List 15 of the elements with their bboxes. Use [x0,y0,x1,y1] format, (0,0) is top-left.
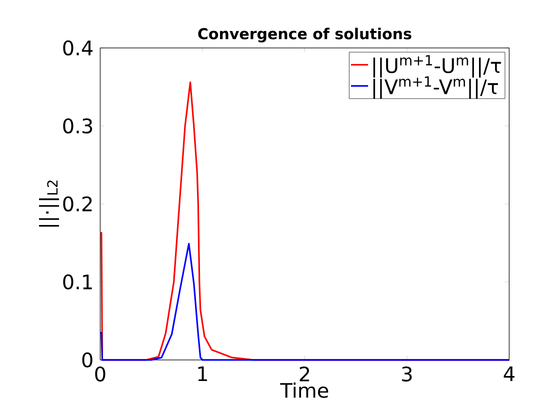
x-tick-label: 0 [95,366,106,382]
y-tick-label: 0 [82,352,92,368]
x-tick-label: 4 [504,366,514,382]
chart-title: Convergence of solutions [198,28,412,42]
y-tick-label: 0.1 [63,274,92,290]
line-series [99,242,510,361]
x-tick-label: 2 [300,366,310,382]
y-axis-title: ||·||$_{L2}$ [39,180,60,227]
y-tick-label: 0.3 [63,118,92,134]
legend-label: ||V$^{m+1}$-V$^{m}$||/τ [373,76,498,99]
x-axis-title: Time [280,382,328,398]
x-tick-label: 1 [198,366,207,382]
y-tick-label: 0.4 [63,40,93,56]
y-tick-label: 0.2 [63,196,92,212]
x-tick-label: 3 [402,366,412,382]
